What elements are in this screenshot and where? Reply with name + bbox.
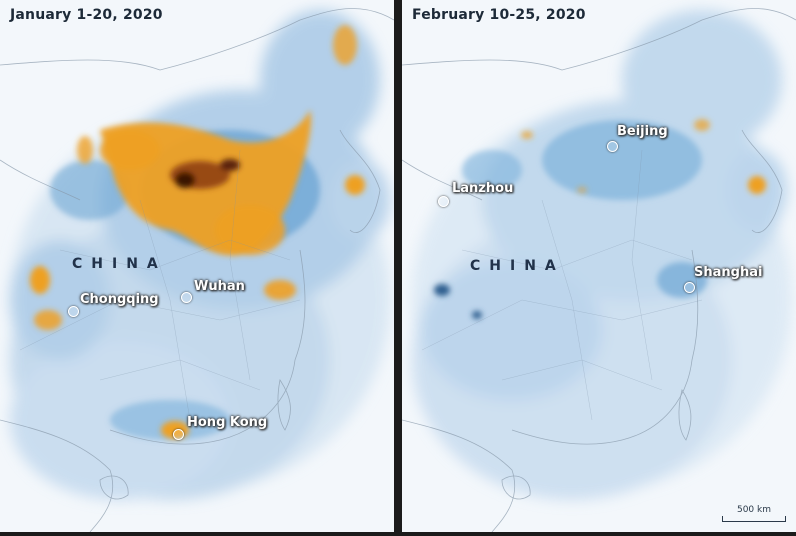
city-marker-hong-kong — [173, 429, 184, 440]
map-panel-january: January 1-20, 2020 CHINA Chongqing Wuhan… — [0, 0, 394, 532]
panel-title: February 10-25, 2020 — [412, 7, 586, 23]
city-label-beijing: Beijing — [617, 124, 668, 139]
panel-title: January 1-20, 2020 — [10, 7, 163, 23]
city-label-lanzhou: Lanzhou — [452, 181, 514, 196]
city-marker-shanghai — [684, 282, 695, 293]
city-marker-wuhan — [181, 292, 192, 303]
city-marker-lanzhou — [438, 196, 449, 207]
city-label-chongqing: Chongqing — [80, 292, 159, 307]
city-label-wuhan: Wuhan — [194, 279, 245, 294]
city-marker-chongqing — [68, 306, 79, 317]
city-marker-beijing — [607, 141, 618, 152]
city-label-shanghai: Shanghai — [694, 265, 763, 280]
scale-bar-line — [722, 516, 786, 522]
no2-map-january — [0, 8, 394, 532]
map-panel-february: February 10-25, 2020 CHINA Beijing Lanzh… — [402, 0, 796, 532]
no2-map-february — [402, 8, 796, 532]
scale-bar: 500 km — [722, 505, 786, 522]
city-label-hong-kong: Hong Kong — [187, 415, 268, 430]
scale-bar-label: 500 km — [736, 505, 772, 515]
country-label: CHINA — [72, 256, 167, 272]
country-label: CHINA — [470, 258, 565, 274]
